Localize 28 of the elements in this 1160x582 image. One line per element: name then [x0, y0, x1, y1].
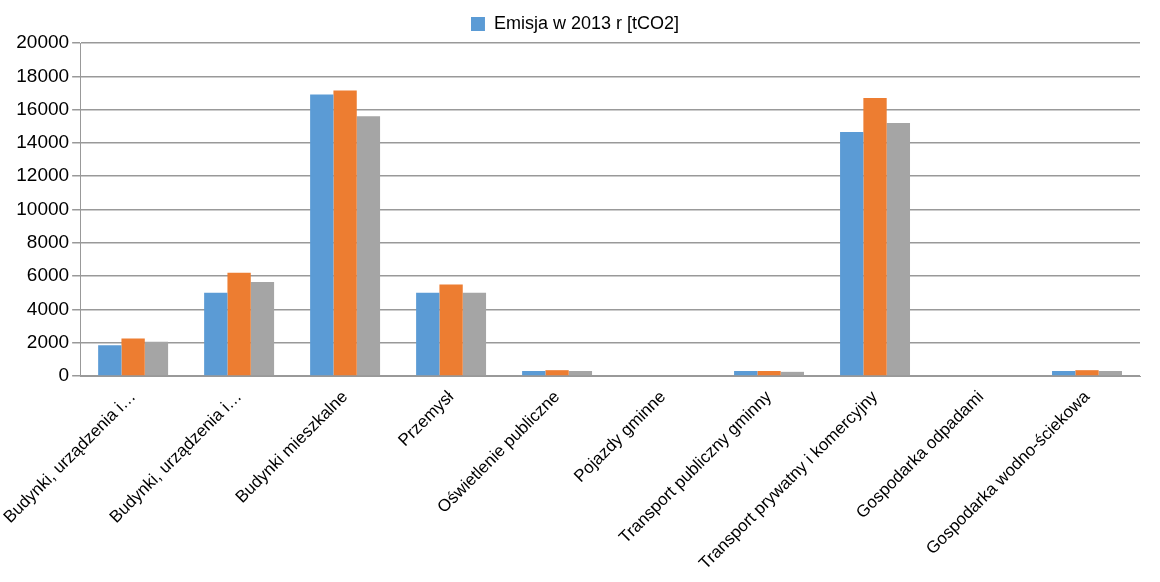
bar — [1052, 371, 1076, 376]
bar — [204, 292, 228, 376]
bar — [333, 90, 357, 376]
bar — [416, 292, 440, 376]
bar — [1075, 370, 1099, 376]
bar — [522, 371, 546, 376]
bar — [439, 284, 463, 376]
y-tick-label: 14000 — [16, 131, 70, 153]
y-tick-label: 0 — [58, 364, 70, 386]
y-tick-label: 8000 — [26, 231, 70, 253]
y-tick-label: 18000 — [16, 64, 70, 86]
bar — [227, 272, 251, 376]
legend-label: Emisja w 2013 r [tCO2] — [493, 12, 680, 33]
y-tick-label: 2000 — [26, 330, 70, 352]
bar — [121, 338, 145, 376]
bar — [545, 370, 569, 376]
bar — [98, 345, 122, 376]
y-tick-label: 4000 — [26, 297, 70, 319]
y-tick-label: 6000 — [26, 264, 70, 286]
bar — [840, 132, 864, 376]
y-tick-label: 16000 — [16, 97, 70, 119]
y-tick-label: 12000 — [16, 164, 70, 186]
bar — [863, 97, 887, 376]
y-tick-label: 20000 — [16, 31, 70, 53]
bar — [310, 94, 334, 376]
bar — [757, 371, 781, 376]
y-tick-label: 10000 — [16, 197, 70, 219]
bar — [734, 371, 758, 376]
